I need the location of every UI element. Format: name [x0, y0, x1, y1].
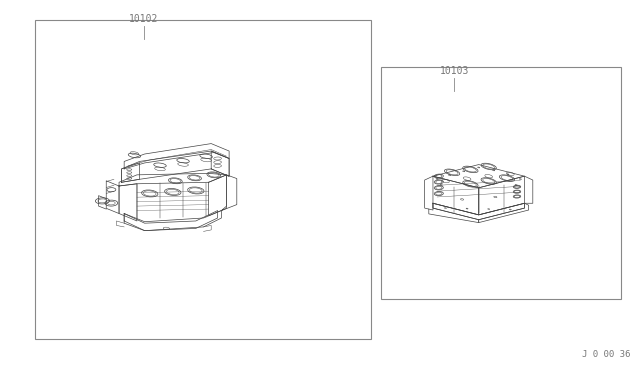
Bar — [35, 20, 371, 339]
Text: J 0 00 36: J 0 00 36 — [582, 350, 630, 359]
Text: 10103: 10103 — [440, 66, 469, 76]
Bar — [381, 67, 621, 299]
Text: 10102: 10102 — [129, 14, 159, 24]
